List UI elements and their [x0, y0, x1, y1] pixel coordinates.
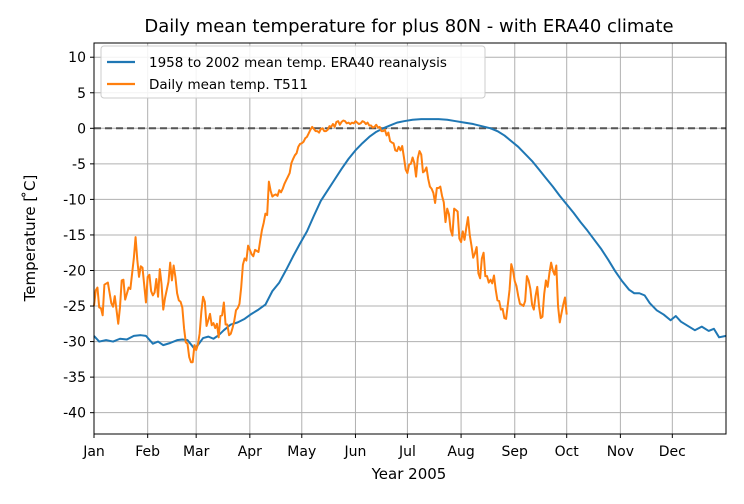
y-tick-label: -5 [72, 157, 86, 173]
y-tick-label: -20 [63, 263, 86, 279]
y-tick-label: 10 [68, 50, 86, 66]
ticks: 10 5 0 -5 -10 -15 -20 -25 -30 -35 -40 Jan Feb Mar Apr M… [63, 50, 686, 460]
series-line-t511 [93, 119, 568, 364]
x-tick-label: Apr [238, 444, 262, 460]
y-tick-label: -40 [63, 406, 86, 422]
legend-box [100, 45, 486, 99]
series-layer [93, 118, 727, 364]
x-tick-label: Nov [607, 444, 634, 460]
legend-label-t511: Daily mean temp. T511 [149, 77, 308, 93]
series-line-era40 [93, 118, 727, 350]
y-tick-label: -30 [63, 335, 86, 351]
x-tick-label: Aug [447, 444, 474, 460]
x-tick-label: May [287, 444, 316, 460]
x-tick-label: Sep [502, 444, 529, 460]
legend-label-era40: 1958 to 2002 mean temp. ERA40 reanalysis [149, 55, 447, 71]
y-axis-title: Temperature [ ̊C] [21, 175, 39, 303]
x-axis-title: Year 2005 [371, 465, 447, 483]
y-tick-label: -15 [63, 228, 86, 244]
x-tick-label: Jan [82, 444, 105, 460]
x-tick-label: Mar [183, 444, 210, 460]
x-tick-label: Dec [659, 444, 686, 460]
grid [93, 43, 726, 434]
y-tick-label: -10 [63, 192, 86, 208]
legend: 1958 to 2002 mean temp. ERA40 reanalysis… [100, 45, 486, 99]
x-tick-label: Oct [555, 444, 580, 460]
x-tick-label: Jun [344, 444, 367, 460]
chart-title: Daily mean temperature for plus 80N - wi… [144, 16, 673, 37]
plot-frame [93, 42, 727, 435]
y-tick-label: -25 [63, 299, 86, 315]
x-tick-label: Feb [135, 444, 160, 460]
x-tick-label: Jul [398, 444, 416, 460]
y-tick-label: -35 [63, 370, 86, 386]
y-tick-label: 0 [77, 121, 86, 137]
y-tick-label: 5 [77, 86, 86, 102]
